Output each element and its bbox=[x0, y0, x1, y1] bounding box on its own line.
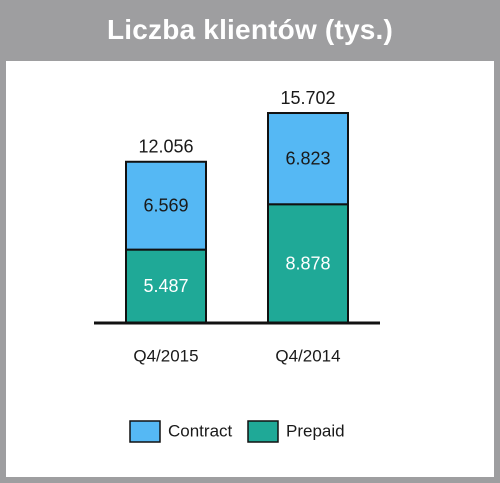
stacked-bar-chart: 5.487 6.569 12.056 Q4/2015 8.878 6.823 15.702 Q… bbox=[94, 88, 380, 443]
total-label-1: 15.702 bbox=[280, 88, 335, 108]
chart-panel: 5.487 6.569 12.056 Q4/2015 8.878 6.823 15.702 Q… bbox=[6, 61, 494, 477]
title-bar: Liczba klientów (tys.) bbox=[0, 0, 500, 60]
bar-contract-1 bbox=[267, 112, 349, 206]
legend-label-prepaid: Prepaid bbox=[286, 421, 345, 440]
data-label-prepaid-1: 8.878 bbox=[285, 253, 330, 273]
data-label-prepaid-0: 5.487 bbox=[143, 276, 188, 296]
legend-label-contract: Contract bbox=[168, 421, 233, 440]
category-label-1: Q4/2014 bbox=[275, 346, 340, 365]
legend-swatch-prepaid bbox=[247, 420, 279, 443]
chart-title: Liczba klientów (tys.) bbox=[107, 14, 393, 45]
data-label-contract-0: 6.569 bbox=[143, 195, 188, 215]
bar-contract-0 bbox=[125, 160, 207, 251]
legend-swatch-contract bbox=[129, 420, 161, 443]
data-label-contract-1: 6.823 bbox=[285, 148, 330, 168]
total-label-0: 12.056 bbox=[138, 137, 193, 157]
category-label-0: Q4/2015 bbox=[133, 346, 198, 365]
bar-prepaid-0 bbox=[125, 248, 207, 324]
